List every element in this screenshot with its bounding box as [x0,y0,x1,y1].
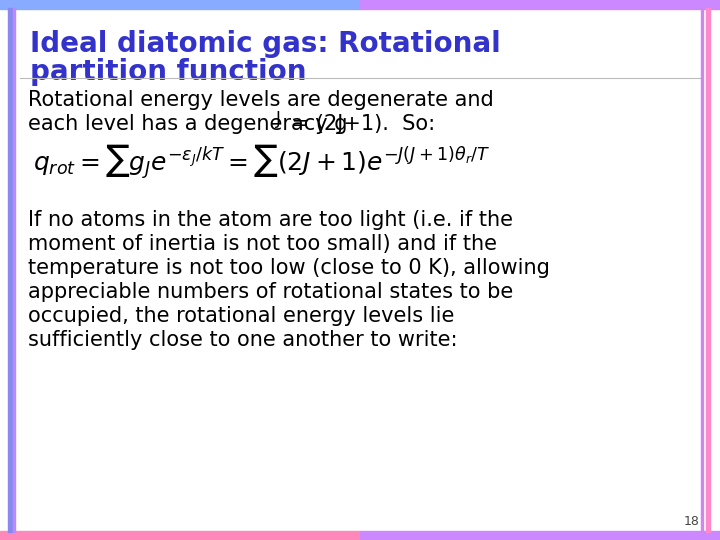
Text: 18: 18 [684,515,700,528]
Text: Ideal diatomic gas: Rotational: Ideal diatomic gas: Rotational [30,30,500,58]
Text: occupied, the rotational energy levels lie: occupied, the rotational energy levels l… [28,306,454,326]
Text: Rotational energy levels are degenerate and: Rotational energy levels are degenerate … [28,90,494,110]
Text: partition function: partition function [30,58,307,86]
Bar [0,531,360,540]
Text: moment of inertia is not too small) and if the: moment of inertia is not too small) and … [28,234,497,254]
Text: appreciable numbers of rotational states to be: appreciable numbers of rotational states… [28,282,513,302]
Bar [0,0,360,9]
Text: = (2J+1).  So:: = (2J+1). So: [285,114,435,134]
Bar [13,8,15,532]
Bar [360,0,720,9]
Text: each level has a degeneracy g: each level has a degeneracy g [28,114,348,134]
Text: temperature is not too low (close to 0 K), allowing: temperature is not too low (close to 0 K… [28,258,550,278]
Text: $q_{rot} = \sum g_J e^{-\varepsilon_J/kT} = \sum (2J+1)e^{-J(J+1)\theta_r/T}$: $q_{rot} = \sum g_J e^{-\varepsilon_J/kT… [33,142,490,181]
Bar [8,8,12,532]
Bar [706,8,710,532]
Text: J: J [276,110,281,128]
Text: If no atoms in the atom are too light (i.e. if the: If no atoms in the atom are too light (i… [28,210,513,230]
Bar [360,531,720,540]
Bar [701,8,703,532]
Text: sufficiently close to one another to write:: sufficiently close to one another to wri… [28,330,457,350]
